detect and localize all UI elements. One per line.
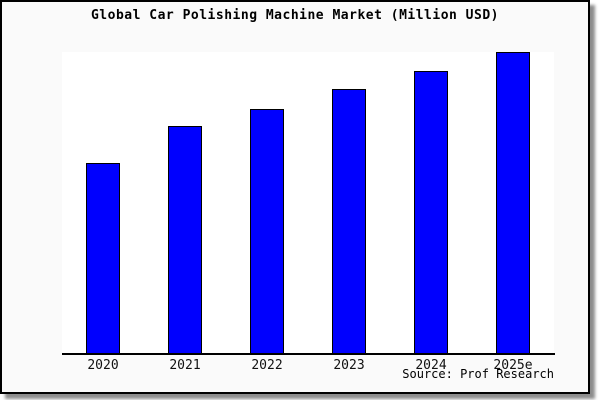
bar-2025e <box>496 52 530 353</box>
x-tick-label-2024: 2024 <box>415 358 447 373</box>
bar-2024 <box>414 71 448 353</box>
x-tick-label-2023: 2023 <box>333 358 365 373</box>
x-tick-label-2020: 2020 <box>87 358 119 373</box>
plot-area <box>62 52 554 353</box>
chart-title: Global Car Polishing Machine Market (Mil… <box>90 8 499 23</box>
bar-2022 <box>250 109 284 353</box>
source-credit: Source: Prof Research <box>402 367 554 381</box>
bar-2023 <box>332 89 366 353</box>
x-tick-label-2025e: 2025e <box>493 358 533 373</box>
x-tick-label-2021: 2021 <box>169 358 201 373</box>
x-tick-label-2022: 2022 <box>251 358 283 373</box>
bar-2020 <box>86 163 120 353</box>
chart-card: Global Car Polishing Machine Market (Mil… <box>0 0 590 394</box>
x-axis-line <box>62 353 555 355</box>
bar-2021 <box>168 126 202 353</box>
